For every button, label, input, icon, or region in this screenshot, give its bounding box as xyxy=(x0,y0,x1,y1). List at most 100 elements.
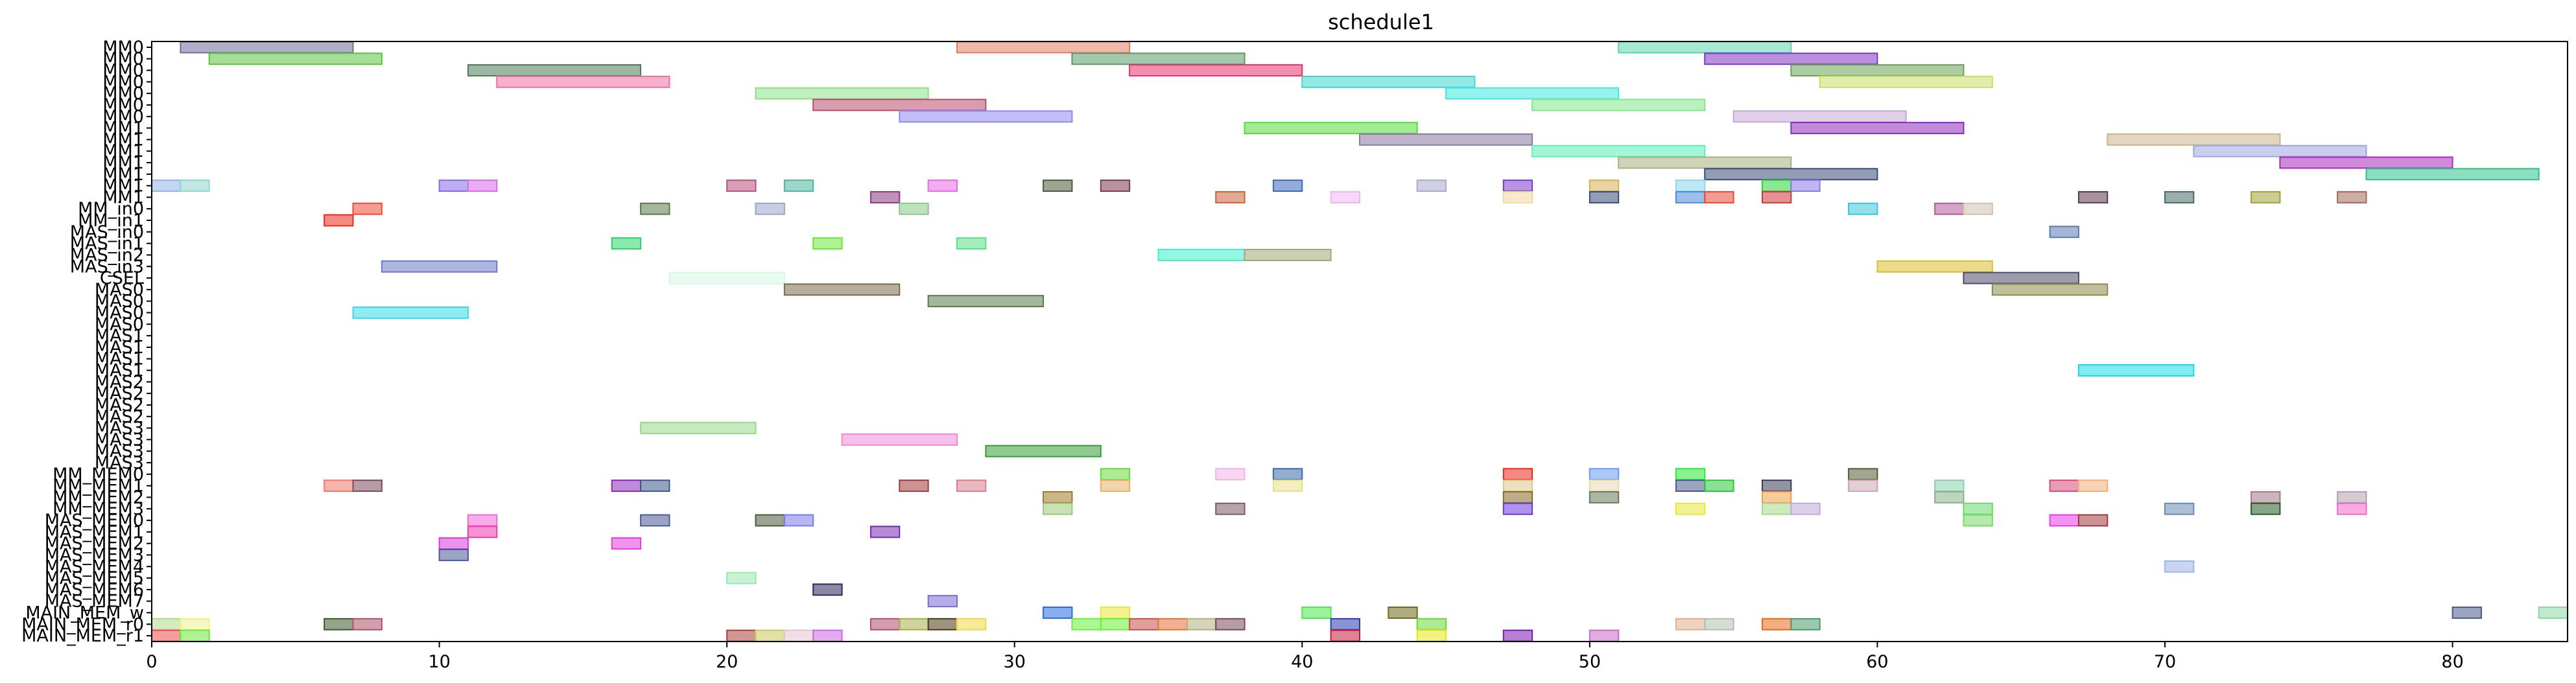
task-bar-26 xyxy=(1704,168,1878,181)
task-bar-23 xyxy=(2193,145,2367,157)
task-bar-75 xyxy=(1991,283,2109,296)
y-label-18: MAS_in2 xyxy=(70,245,144,265)
task-bar-49 xyxy=(1675,191,1706,203)
task-bar-166 xyxy=(180,629,210,642)
task-bar-93 xyxy=(899,480,929,492)
task-bar-98 xyxy=(1589,480,1620,492)
task-bar-74 xyxy=(783,283,901,296)
task-bar-85 xyxy=(1502,468,1533,481)
task-bar-126 xyxy=(783,514,814,527)
task-bar-172 xyxy=(1416,629,1447,642)
task-bar-63 xyxy=(324,214,354,227)
task-bar-9 xyxy=(496,75,670,88)
task-bar-39 xyxy=(1502,179,1533,192)
task-bar-82 xyxy=(1100,468,1131,481)
task-bar-135 xyxy=(2164,560,2195,573)
task-bar-58 xyxy=(755,202,785,215)
task-bar-1 xyxy=(956,41,1131,54)
y-label-0: MM0 xyxy=(102,38,144,58)
y-label-21: MAS0 xyxy=(95,280,144,300)
task-bar-55 xyxy=(2337,191,2367,203)
task-bar-13 xyxy=(1445,87,1620,100)
task-bar-10 xyxy=(1301,75,1476,88)
task-bar-157 xyxy=(1186,618,1217,631)
task-bar-169 xyxy=(783,629,814,642)
y-label-17: MAS_in1 xyxy=(70,234,144,254)
task-bar-167 xyxy=(726,629,757,642)
y-label-14: MM_in0 xyxy=(78,199,144,219)
y-label-36: MAS3 xyxy=(95,453,144,473)
y-label-37: MM_MEM0 xyxy=(53,465,144,485)
x-label-6: 60 xyxy=(1866,652,1888,672)
task-bar-72 xyxy=(668,272,785,284)
task-bar-107 xyxy=(1502,491,1533,504)
task-bar-128 xyxy=(2049,514,2079,527)
task-bar-170 xyxy=(812,629,843,642)
task-bar-91 xyxy=(611,480,642,492)
task-bar-97 xyxy=(1502,480,1533,492)
x-label-8: 80 xyxy=(2441,652,2463,672)
y-label-35: MAS3 xyxy=(95,441,144,461)
task-bar-150 xyxy=(899,618,929,631)
task-bar-44 xyxy=(869,191,901,203)
task-bar-159 xyxy=(1330,618,1360,631)
task-bar-140 xyxy=(1100,607,1131,619)
task-bar-109 xyxy=(1762,491,1792,504)
y-label-1: MM0 xyxy=(102,49,144,69)
task-bar-67 xyxy=(956,237,987,250)
y-label-31: MAS2 xyxy=(95,395,144,415)
task-bar-87 xyxy=(1675,468,1706,481)
task-bar-20 xyxy=(1359,133,1533,146)
task-bar-104 xyxy=(2049,480,2079,492)
task-bar-37 xyxy=(1272,179,1303,192)
task-bar-51 xyxy=(1762,191,1792,203)
task-bar-146 xyxy=(180,618,210,631)
task-bar-173 xyxy=(1502,629,1533,642)
task-bar-54 xyxy=(2251,191,2281,203)
task-bar-163 xyxy=(1762,618,1792,631)
task-bar-76 xyxy=(927,295,1045,308)
task-bar-6 xyxy=(467,64,642,76)
task-bar-148 xyxy=(352,618,383,631)
y-label-34: MAS3 xyxy=(95,430,144,450)
x-label-1: 10 xyxy=(428,652,450,672)
y-label-39: MM_MEM2 xyxy=(53,487,144,507)
y-label-19: MAS_in3 xyxy=(70,257,144,277)
task-bar-130 xyxy=(467,526,498,538)
task-bar-30 xyxy=(438,179,469,192)
task-bar-80 xyxy=(841,433,958,446)
task-bar-68 xyxy=(1157,248,1246,261)
task-bar-86 xyxy=(1589,468,1620,481)
y-label-27: MAS1 xyxy=(95,349,144,369)
task-bar-117 xyxy=(1762,502,1792,515)
y-label-28: MAS1 xyxy=(95,361,144,381)
task-bar-46 xyxy=(1330,191,1360,203)
task-bar-17 xyxy=(1732,110,1907,123)
y-label-51: MAIN_MEM_r1 xyxy=(21,626,144,646)
y-label-5: MM0 xyxy=(102,95,144,115)
task-bar-123 xyxy=(467,514,498,527)
y-label-23: MAS0 xyxy=(95,303,144,323)
task-bar-53 xyxy=(2164,191,2195,203)
task-bar-152 xyxy=(956,618,987,631)
y-label-32: MAS2 xyxy=(95,407,144,427)
task-bar-59 xyxy=(899,202,929,215)
task-bar-34 xyxy=(927,179,958,192)
task-bar-90 xyxy=(352,480,383,492)
task-bar-61 xyxy=(1934,202,1965,215)
task-bar-158 xyxy=(1215,618,1246,631)
task-bar-79 xyxy=(640,422,757,435)
task-bar-156 xyxy=(1157,618,1188,631)
task-bar-65 xyxy=(611,237,642,250)
task-bar-132 xyxy=(438,537,469,550)
task-bar-106 xyxy=(1043,491,1073,504)
task-bar-5 xyxy=(1704,52,1878,65)
x-label-3: 30 xyxy=(1004,652,1026,672)
task-bar-41 xyxy=(1675,179,1706,192)
x-label-5: 50 xyxy=(1579,652,1601,672)
y-label-47: MAS_MEM6 xyxy=(45,580,144,600)
task-bar-14 xyxy=(812,98,987,111)
y-label-42: MAS_MEM1 xyxy=(45,522,144,542)
y-label-12: MM1 xyxy=(102,176,144,196)
task-bar-96 xyxy=(1272,480,1303,492)
